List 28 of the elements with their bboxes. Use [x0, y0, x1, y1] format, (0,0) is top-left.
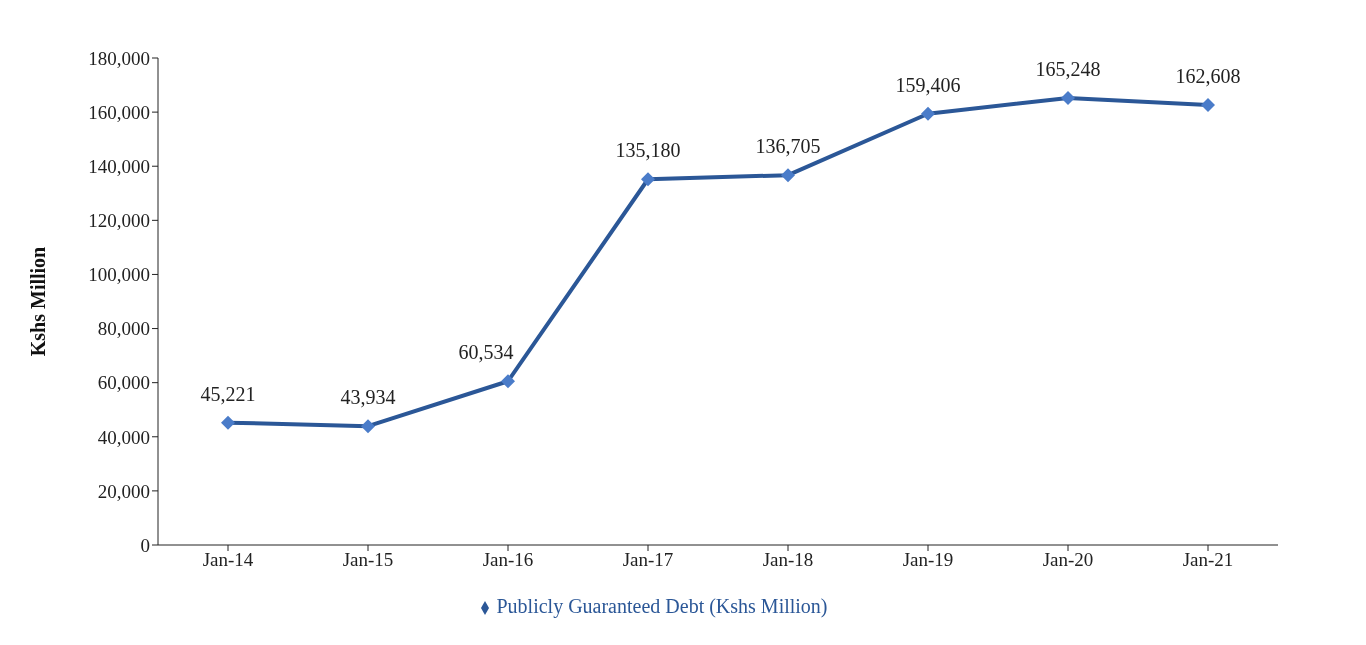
y-tick-label: 60,000	[97, 372, 150, 394]
x-tick-label: Jan-14	[202, 549, 254, 571]
x-tick-label: Jan-18	[762, 549, 814, 571]
text: 135,180	[615, 139, 681, 162]
y-tick-label: 160,000	[88, 101, 150, 123]
text: 136,705	[755, 135, 821, 158]
y-axis-title: Kshs Million	[27, 246, 50, 357]
y-tick-label: 180,000	[88, 47, 150, 69]
x-tick-label: Jan-19	[902, 549, 954, 571]
y-tick-label: 120,000	[88, 210, 150, 232]
x-tick-label: Jan-17	[622, 549, 674, 571]
text: 60,534	[458, 341, 514, 364]
x-tick-label: Jan-20	[1042, 549, 1094, 571]
y-tick-label: 20,000	[97, 480, 150, 502]
y-tick-label: 0	[140, 534, 150, 556]
x-tick-label: Jan-21	[1182, 549, 1234, 571]
y-tick-label: 140,000	[88, 155, 150, 177]
y-tick-label: 80,000	[97, 318, 150, 340]
y-tick-label: 40,000	[97, 426, 150, 448]
text: 162,608	[1175, 65, 1241, 88]
x-tick-label: Jan-15	[342, 549, 394, 571]
text: 165,248	[1035, 57, 1101, 80]
text: 45,221	[200, 382, 256, 405]
y-tick-label: 100,000	[88, 264, 150, 286]
text: 159,406	[895, 73, 961, 96]
legend-label: Publicly Guaranteed Debt (Kshs Million)	[496, 595, 828, 617]
text: 43,934	[340, 386, 396, 409]
x-tick-label: Jan-16	[482, 549, 534, 571]
